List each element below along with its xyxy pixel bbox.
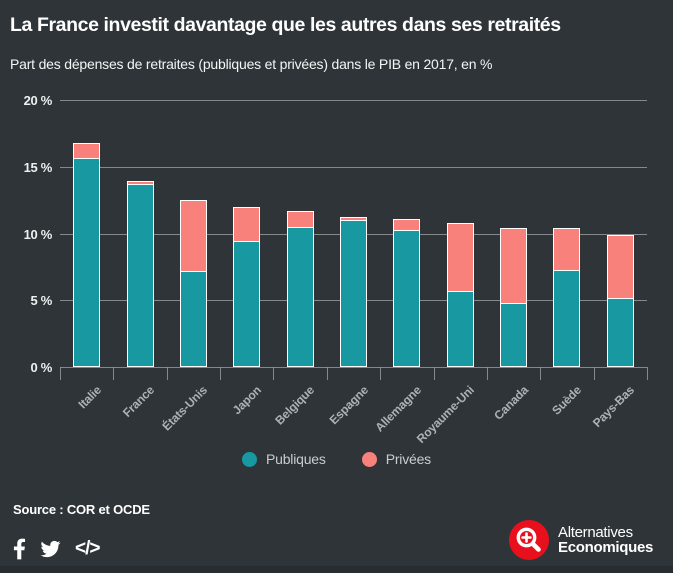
chart-legend: Publiques Privées xyxy=(0,451,673,467)
bar-segment-publiques-italie xyxy=(73,158,101,367)
x-axis-tick xyxy=(380,367,382,380)
legend-label: Publiques xyxy=(266,451,326,467)
bar-segment-privees-italie xyxy=(73,142,101,159)
bar-italie xyxy=(73,142,101,367)
gridline-15 xyxy=(60,166,647,168)
x-axis-tick xyxy=(166,367,168,380)
y-axis-tick-label: 10 % xyxy=(23,226,53,242)
legend-item-privees: Privées xyxy=(361,451,431,467)
bar-japon xyxy=(233,206,261,367)
x-axis-tick xyxy=(60,367,61,380)
alternatives-economiques-logo[interactable]: Alternatives Economiques xyxy=(509,520,653,560)
bar-segment-publiques-allemagne xyxy=(393,230,421,367)
legend-dot-privees xyxy=(361,451,377,467)
bar-segment-privees-belgique xyxy=(286,210,314,229)
bar-segment-publiques-france xyxy=(126,185,154,367)
bar-segment-privees-japon xyxy=(233,206,261,242)
bar-segment-privees-royaume-uni xyxy=(446,222,474,293)
logo-wordmark: Alternatives Economiques xyxy=(558,523,654,556)
chart-title: La France investit davantage que les aut… xyxy=(10,14,561,36)
x-axis-tick xyxy=(326,367,328,380)
bar-segment-privees-etats-unis xyxy=(179,200,207,273)
bar-canada xyxy=(500,228,528,367)
bottom-strip xyxy=(0,566,673,573)
bar-belgique xyxy=(286,210,314,367)
bar-segment-publiques-suede xyxy=(553,270,581,367)
bar-segment-privees-france xyxy=(126,181,154,186)
bar-segment-publiques-canada xyxy=(500,304,528,367)
legend-item-publiques: Publiques xyxy=(242,451,326,467)
bar-segment-publiques-espagne xyxy=(340,221,367,367)
y-axis-tick-label: 5 % xyxy=(30,293,52,309)
x-axis-tick xyxy=(273,367,275,380)
share-icons-row: </> xyxy=(13,537,101,561)
source-text: Source : COR et OCDE xyxy=(13,502,150,517)
legend-label: Privées xyxy=(385,451,431,467)
bar-allemagne xyxy=(393,218,421,367)
bar-segment-publiques-etats-unis xyxy=(179,272,207,367)
bar-etats-unis xyxy=(179,200,207,367)
bar-segment-privees-pays-bas xyxy=(606,234,634,299)
bar-segment-publiques-japon xyxy=(233,241,261,367)
embed-code-icon[interactable]: </> xyxy=(75,538,101,559)
bar-segment-privees-canada xyxy=(500,228,528,305)
bar-espagne xyxy=(340,217,367,367)
facebook-icon[interactable] xyxy=(13,538,26,560)
y-axis-tick-label: 15 % xyxy=(23,159,53,175)
gridline-0 xyxy=(60,367,647,368)
bar-pays-bas xyxy=(606,234,634,367)
x-axis-tick xyxy=(647,367,648,380)
bar-segment-privees-espagne xyxy=(340,217,367,222)
chart-subtitle: Part des dépenses de retraites (publique… xyxy=(10,56,493,72)
y-axis-tick-label: 20 % xyxy=(23,93,53,108)
x-axis-tick xyxy=(220,367,222,380)
bar-segment-privees-suede xyxy=(553,228,581,271)
bar-suede xyxy=(553,228,581,367)
bar-segment-publiques-pays-bas xyxy=(606,298,634,367)
x-axis-tick xyxy=(113,367,115,380)
x-axis-tick xyxy=(486,367,488,380)
bar-royaume-uni xyxy=(446,222,474,367)
bar-france xyxy=(126,181,154,367)
twitter-icon[interactable] xyxy=(39,539,62,559)
x-axis-tick xyxy=(433,367,435,380)
bar-segment-publiques-royaume-uni xyxy=(446,292,474,367)
gridline-20 xyxy=(60,100,647,101)
legend-dot-publiques xyxy=(242,451,257,467)
bar-segment-publiques-belgique xyxy=(286,228,314,367)
x-axis-tick xyxy=(593,367,595,380)
bar-segment-privees-allemagne xyxy=(393,218,421,231)
magnifier-plus-icon xyxy=(509,520,549,560)
x-axis-tick xyxy=(540,367,542,380)
y-axis-tick-label: 0 % xyxy=(30,360,52,375)
